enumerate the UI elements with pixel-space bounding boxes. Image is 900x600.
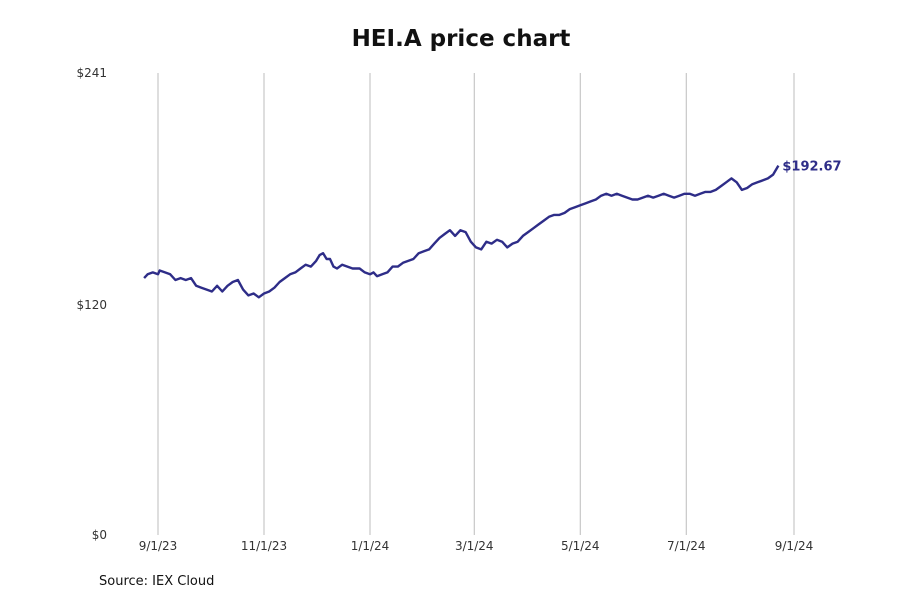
source-note: Source: IEX Cloud: [99, 574, 215, 589]
chart-title: HEI.A price chart: [351, 26, 571, 52]
y-tick-label: $0: [92, 528, 107, 542]
y-tick-label: $241: [76, 66, 107, 80]
x-tick-label: 7/1/24: [667, 539, 706, 553]
series-line-hei-a: [143, 164, 780, 299]
last-value-label: $192.67: [782, 160, 841, 175]
x-axis-ticks: 9/1/23 11/1/23 1/1/24 3/1/24 5/1/24 7/1/24 9/1…: [139, 539, 814, 553]
y-tick-label: $120: [76, 298, 107, 312]
x-tick-label: 9/1/23: [139, 539, 178, 553]
x-tick-label: 11/1/23: [241, 539, 287, 553]
x-tick-label: 1/1/24: [351, 539, 390, 553]
series-layer: $192.67: [143, 160, 842, 299]
y-axis-ticks: $0 $120 $241: [76, 66, 107, 542]
x-tick-label: 9/1/24: [775, 539, 814, 553]
gridlines: [157, 73, 795, 535]
x-tick-label: 5/1/24: [561, 539, 600, 553]
x-tick-label: 3/1/24: [455, 539, 494, 553]
